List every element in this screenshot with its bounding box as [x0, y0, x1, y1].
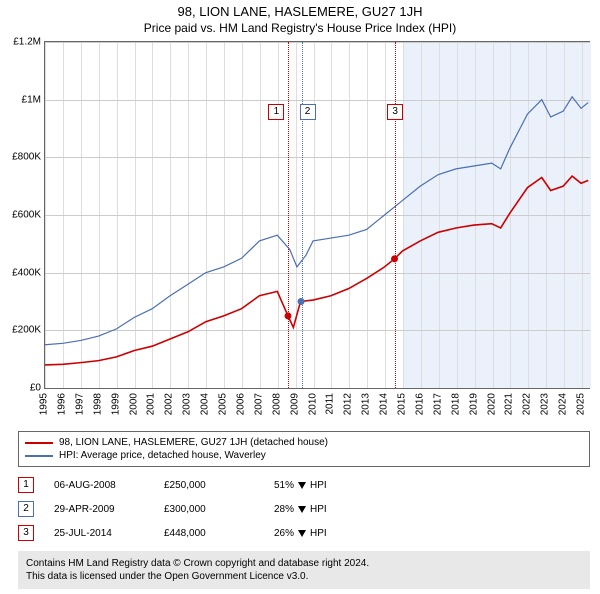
arrow-down-icon [298, 530, 306, 537]
x-tick-label: 2007 [253, 393, 264, 415]
x-tick-label: 2023 [540, 393, 551, 415]
x-tick-label: 2001 [146, 393, 157, 415]
event-diff: 51%HPI [274, 480, 327, 491]
event-row: 3 25-JUL-2014 £448,000 26%HPI [18, 521, 590, 545]
x-tick-label: 2014 [379, 393, 390, 415]
x-tick-label: 2009 [289, 393, 300, 415]
x-tick-label: 2008 [271, 393, 282, 415]
legend-row: 98, LION LANE, HASLEMERE, GU27 1JH (deta… [25, 436, 583, 449]
attribution-footer: Contains HM Land Registry data © Crown c… [18, 551, 590, 589]
x-tick-label: 1999 [110, 393, 121, 415]
y-tick-label: £1M [22, 94, 41, 105]
x-tick-label: 2012 [343, 393, 354, 415]
event-number-box: 2 [18, 501, 34, 517]
x-tick-label: 2022 [522, 393, 533, 415]
event-table: 1 06-AUG-2008 £250,000 51%HPI 2 29-APR-2009 £3… [18, 473, 590, 545]
arrow-down-icon [298, 506, 306, 513]
chart-subtitle: Price paid vs. HM Land Registry's House … [0, 21, 600, 35]
x-tick-label: 2018 [450, 393, 461, 415]
x-tick-label: 2013 [361, 393, 372, 415]
arrow-down-icon [298, 482, 306, 489]
x-tick-label: 2020 [486, 393, 497, 415]
x-tick-label: 1998 [92, 393, 103, 415]
legend-label: HPI: Average price, detached house, Wave… [59, 450, 266, 461]
footer-line-1: Contains HM Land Registry data © Crown c… [26, 557, 582, 570]
x-tick-label: 1995 [39, 393, 50, 415]
event-row: 1 06-AUG-2008 £250,000 51%HPI [18, 473, 590, 497]
event-row: 2 29-APR-2009 £300,000 28%HPI [18, 497, 590, 521]
chart-plot-area: £0£200K£400K£600K£800K£1M£1.2M123 [44, 41, 590, 389]
series-property [45, 176, 588, 365]
x-tick-label: 2017 [432, 393, 443, 415]
x-tick-label: 2003 [182, 393, 193, 415]
footer-line-2: This data is licensed under the Open Gov… [26, 570, 582, 583]
event-diff: 28%HPI [274, 504, 327, 515]
event-date: 25-JUL-2014 [54, 528, 144, 539]
x-tick-label: 2024 [558, 393, 569, 415]
y-tick-label: £600K [12, 210, 41, 221]
x-tick-label: 2005 [218, 393, 229, 415]
x-tick-label: 2004 [200, 393, 211, 415]
y-tick-label: £0 [30, 383, 41, 394]
y-tick-label: £1.2M [13, 37, 41, 48]
x-tick-label: 2025 [576, 393, 587, 415]
y-tick-label: £800K [12, 152, 41, 163]
x-tick-label: 2000 [128, 393, 139, 415]
legend: 98, LION LANE, HASLEMERE, GU27 1JH (deta… [18, 431, 590, 467]
x-tick-label: 2021 [504, 393, 515, 415]
x-tick-label: 2006 [235, 393, 246, 415]
event-price: £250,000 [164, 480, 254, 491]
y-tick-label: £400K [12, 267, 41, 278]
x-tick-label: 1997 [74, 393, 85, 415]
legend-label: 98, LION LANE, HASLEMERE, GU27 1JH (deta… [59, 437, 328, 448]
x-tick-label: 2011 [325, 393, 336, 415]
series-hpi [45, 97, 588, 345]
x-tick-label: 2015 [397, 393, 408, 415]
y-tick-label: £200K [12, 325, 41, 336]
x-tick-label: 2019 [468, 393, 479, 415]
event-number-box: 3 [18, 525, 34, 541]
event-price: £300,000 [164, 504, 254, 515]
event-diff: 26%HPI [274, 528, 327, 539]
event-number-box: 1 [18, 477, 34, 493]
x-tick-label: 2010 [307, 393, 318, 415]
chart-title: 98, LION LANE, HASLEMERE, GU27 1JH [0, 4, 600, 19]
x-tick-label: 2016 [414, 393, 425, 415]
x-tick-label: 2002 [164, 393, 175, 415]
event-date: 29-APR-2009 [54, 504, 144, 515]
event-date: 06-AUG-2008 [54, 480, 144, 491]
x-axis-labels: 1995199619971998199920002001200220032004… [44, 391, 590, 425]
event-price: £448,000 [164, 528, 254, 539]
legend-row: HPI: Average price, detached house, Wave… [25, 449, 583, 462]
x-tick-label: 1996 [56, 393, 67, 415]
